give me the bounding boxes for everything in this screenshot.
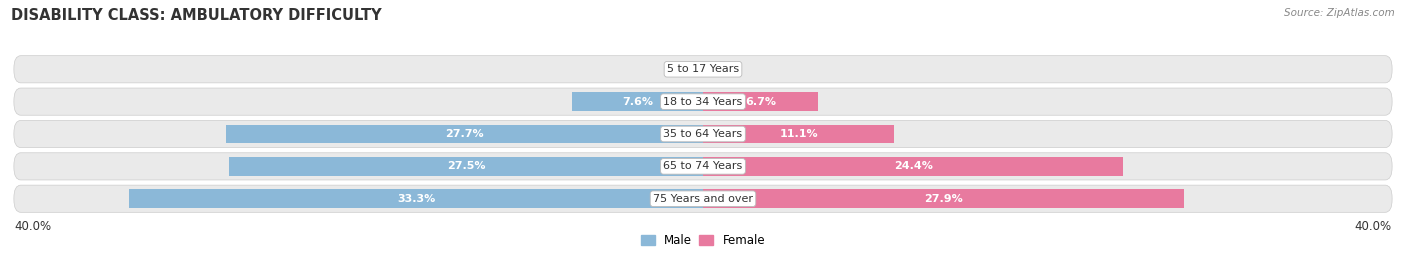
Bar: [703, 189, 1184, 208]
Bar: [703, 157, 1123, 176]
Bar: [229, 157, 703, 176]
FancyBboxPatch shape: [14, 88, 1392, 115]
Text: 0.0%: 0.0%: [664, 64, 695, 74]
Text: 11.1%: 11.1%: [779, 129, 818, 139]
Bar: [572, 92, 703, 111]
Text: 24.4%: 24.4%: [894, 161, 932, 171]
Legend: Male, Female: Male, Female: [636, 229, 770, 252]
Bar: [129, 189, 703, 208]
Bar: [703, 125, 894, 143]
Text: 27.7%: 27.7%: [446, 129, 484, 139]
Text: 65 to 74 Years: 65 to 74 Years: [664, 161, 742, 171]
Bar: [703, 92, 818, 111]
Text: 27.5%: 27.5%: [447, 161, 485, 171]
Text: 0.0%: 0.0%: [711, 64, 742, 74]
Text: 75 Years and over: 75 Years and over: [652, 194, 754, 204]
Text: 18 to 34 Years: 18 to 34 Years: [664, 97, 742, 107]
Text: Source: ZipAtlas.com: Source: ZipAtlas.com: [1284, 8, 1395, 18]
FancyBboxPatch shape: [14, 153, 1392, 180]
Text: 40.0%: 40.0%: [14, 220, 51, 233]
Text: 27.9%: 27.9%: [924, 194, 963, 204]
Text: 7.6%: 7.6%: [621, 97, 652, 107]
FancyBboxPatch shape: [14, 120, 1392, 148]
Text: 33.3%: 33.3%: [396, 194, 436, 204]
Text: 5 to 17 Years: 5 to 17 Years: [666, 64, 740, 74]
Text: 35 to 64 Years: 35 to 64 Years: [664, 129, 742, 139]
Text: DISABILITY CLASS: AMBULATORY DIFFICULTY: DISABILITY CLASS: AMBULATORY DIFFICULTY: [11, 8, 382, 23]
FancyBboxPatch shape: [14, 185, 1392, 212]
Text: 40.0%: 40.0%: [1355, 220, 1392, 233]
FancyBboxPatch shape: [14, 56, 1392, 83]
Bar: [226, 125, 703, 143]
Text: 6.7%: 6.7%: [745, 97, 776, 107]
